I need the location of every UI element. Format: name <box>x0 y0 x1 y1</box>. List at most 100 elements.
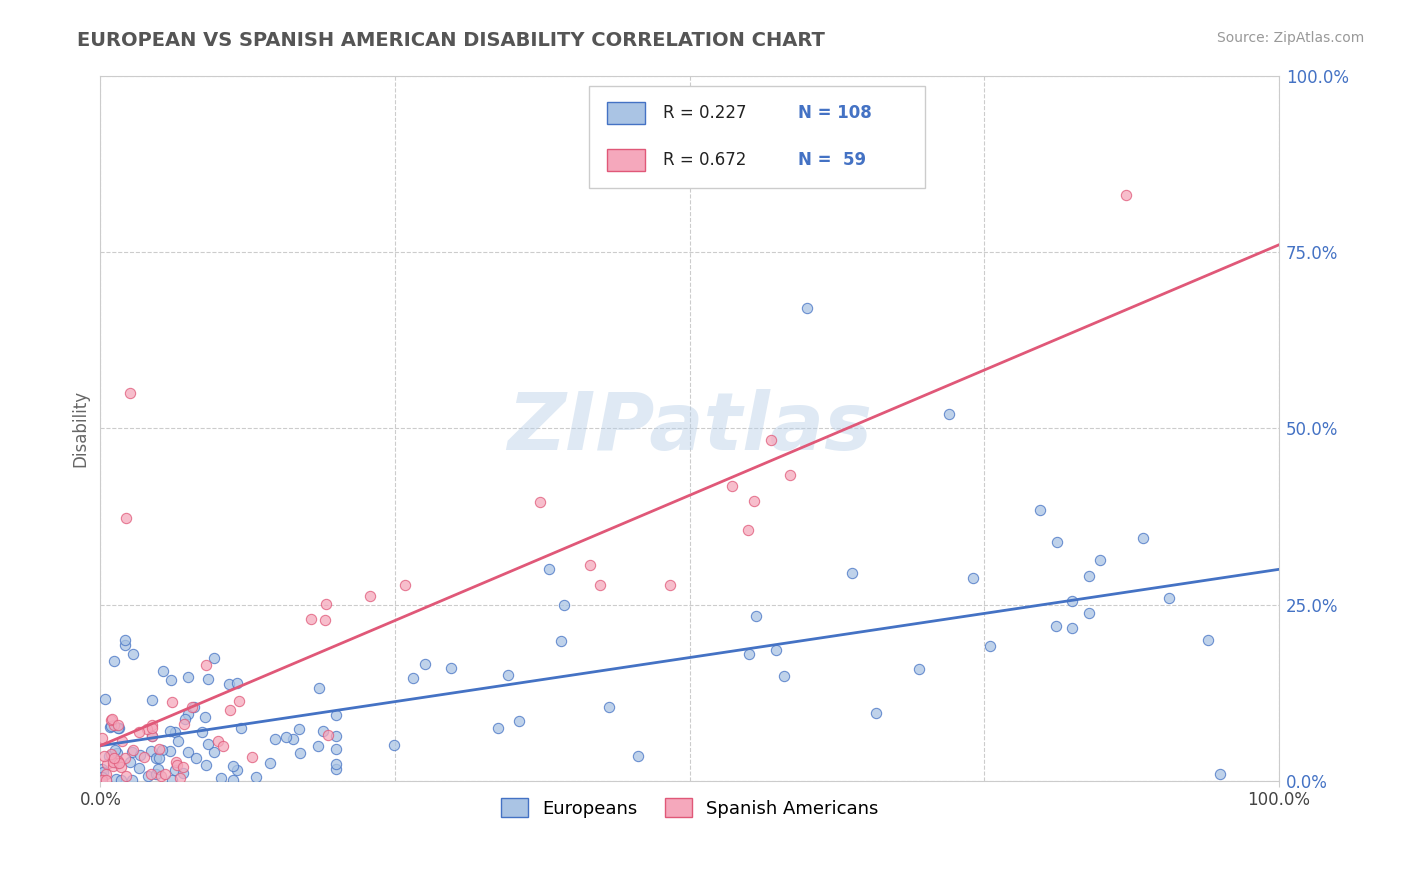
Point <box>152 664 174 678</box>
Point <box>1046 535 1069 549</box>
Point <box>121 745 143 759</box>
Point <box>288 746 311 760</box>
Point <box>550 634 572 648</box>
Point <box>118 386 141 401</box>
Point <box>90 762 112 776</box>
Point <box>159 723 181 738</box>
Text: N =  59: N = 59 <box>799 151 866 169</box>
Point <box>114 632 136 647</box>
Point <box>202 745 225 759</box>
Point <box>627 749 650 764</box>
Point <box>110 733 132 747</box>
Point <box>240 750 263 764</box>
Point <box>165 756 187 770</box>
Point <box>169 771 191 785</box>
Point <box>738 648 761 662</box>
Point <box>598 700 620 714</box>
Point <box>115 511 138 525</box>
Point <box>1197 632 1219 647</box>
Point <box>172 766 194 780</box>
Point <box>146 762 169 776</box>
Point <box>162 773 184 788</box>
Point <box>308 681 330 695</box>
Point <box>283 732 305 747</box>
Point <box>141 717 163 731</box>
Point <box>1028 503 1050 517</box>
Point <box>159 673 181 687</box>
Point <box>229 722 252 736</box>
Point <box>101 755 124 769</box>
Point <box>1115 188 1137 202</box>
Point <box>177 707 200 722</box>
Point <box>91 731 114 745</box>
Point <box>197 737 219 751</box>
Point <box>129 747 152 762</box>
Point <box>177 745 200 759</box>
Point <box>796 301 818 316</box>
Point <box>394 578 416 592</box>
Point <box>91 773 114 788</box>
Point <box>209 771 232 785</box>
Point <box>1077 606 1099 620</box>
Point <box>100 718 122 732</box>
Point <box>100 713 122 727</box>
Point <box>121 772 143 787</box>
Point <box>498 668 520 682</box>
Point <box>141 729 163 743</box>
Point <box>153 766 176 780</box>
Point <box>150 743 173 757</box>
Point <box>488 721 510 735</box>
Point <box>141 729 163 743</box>
Point <box>194 657 217 672</box>
Point <box>181 699 204 714</box>
Point <box>145 751 167 765</box>
Point <box>101 712 124 726</box>
Point <box>841 566 863 580</box>
Point <box>165 724 187 739</box>
Point <box>166 758 188 772</box>
Point <box>96 766 118 780</box>
Y-axis label: Disability: Disability <box>72 390 89 467</box>
Point <box>103 717 125 731</box>
Point <box>94 691 117 706</box>
Point <box>288 723 311 737</box>
Point <box>183 699 205 714</box>
FancyBboxPatch shape <box>589 87 925 188</box>
Point <box>413 657 436 671</box>
Point <box>114 638 136 652</box>
Point <box>103 751 125 765</box>
Point <box>264 731 287 746</box>
Point <box>1090 553 1112 567</box>
Point <box>226 676 249 690</box>
Point <box>773 668 796 682</box>
Point <box>104 743 127 757</box>
Point <box>160 695 183 709</box>
Point <box>222 773 245 788</box>
Point <box>312 723 335 738</box>
Point <box>908 662 931 676</box>
Point <box>118 755 141 769</box>
Point <box>779 467 801 482</box>
Point <box>259 756 281 770</box>
Point <box>737 523 759 537</box>
Point <box>553 598 575 612</box>
Point <box>159 744 181 758</box>
Point <box>114 751 136 765</box>
Point <box>537 562 560 576</box>
Point <box>163 763 186 777</box>
Point <box>108 756 131 771</box>
Point <box>167 733 190 747</box>
Point <box>316 728 339 742</box>
Point <box>100 747 122 762</box>
Point <box>197 672 219 686</box>
Point <box>91 770 114 784</box>
Point <box>402 671 425 685</box>
Point <box>245 770 267 784</box>
Point <box>439 661 461 675</box>
Legend: Europeans, Spanish Americans: Europeans, Spanish Americans <box>494 791 886 825</box>
Point <box>325 762 347 776</box>
Point <box>121 647 143 661</box>
Point <box>107 721 129 735</box>
Point <box>141 766 163 780</box>
Point <box>226 763 249 777</box>
